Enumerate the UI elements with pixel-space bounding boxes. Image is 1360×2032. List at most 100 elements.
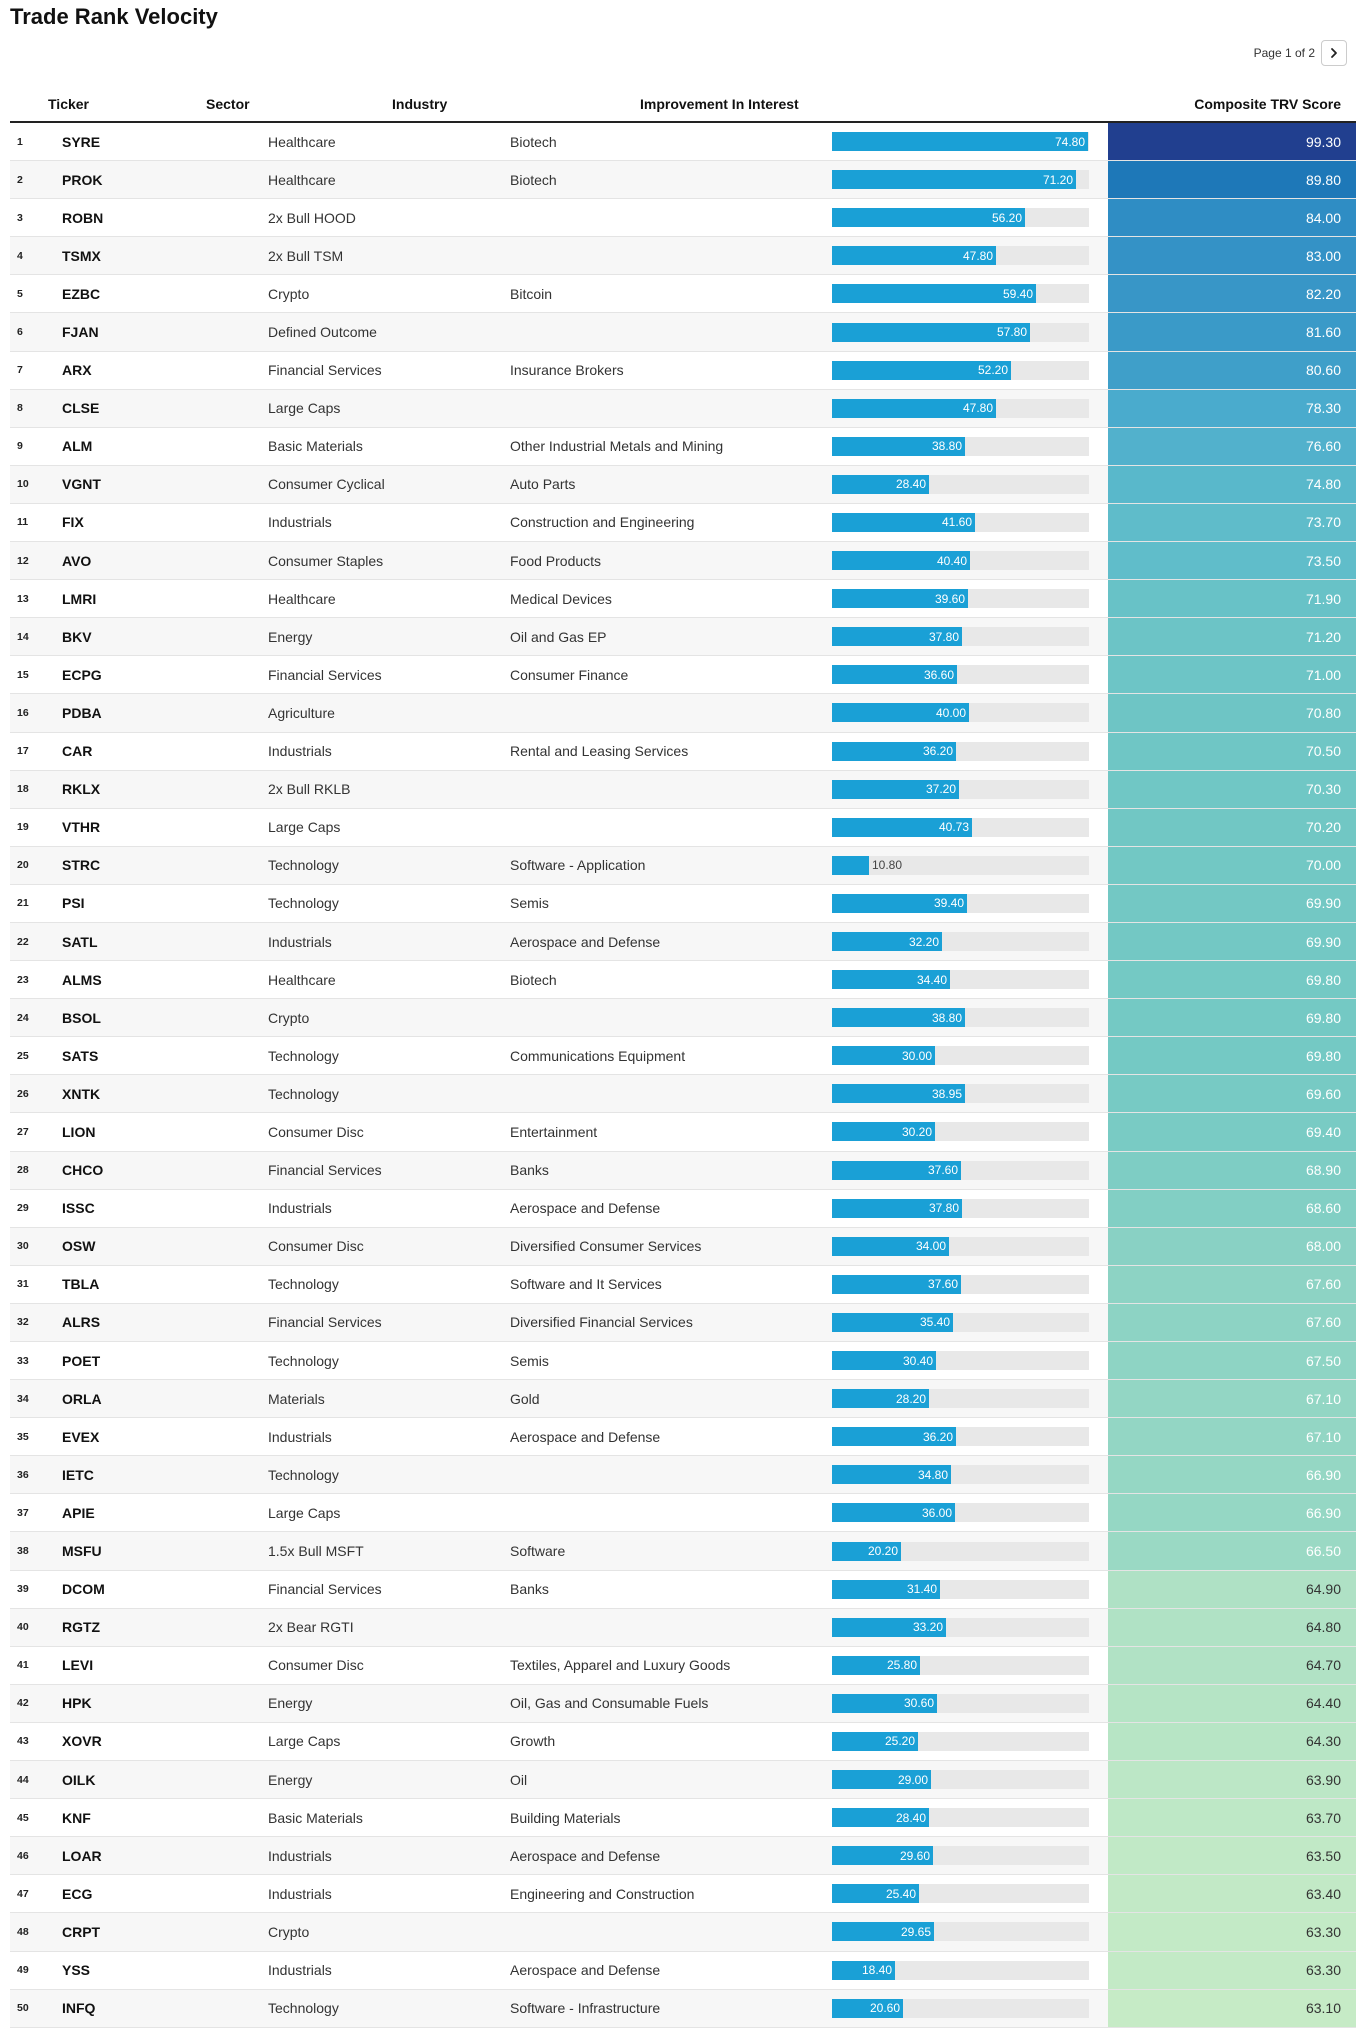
- ticker-cell[interactable]: VTHR: [62, 819, 101, 836]
- ticker-cell[interactable]: ALRS: [62, 1314, 101, 1331]
- table-row[interactable]: 40 RGTZ 2x Bear RGTI 33.20 64.80: [10, 1608, 1356, 1647]
- col-header-sector[interactable]: Sector: [206, 96, 250, 112]
- table-row[interactable]: 25 SATS Technology Communications Equipment…: [10, 1037, 1356, 1076]
- table-row[interactable]: 23 ALMS Healthcare Biotech 34.40 69.80: [10, 961, 1356, 1000]
- table-row[interactable]: 17 CAR Industrials Rental and Leasing Servi…: [10, 732, 1356, 771]
- ticker-cell[interactable]: CAR: [62, 743, 93, 760]
- ticker-cell[interactable]: ARX: [62, 362, 92, 379]
- ticker-cell[interactable]: CHCO: [62, 1162, 104, 1179]
- ticker-cell[interactable]: CLSE: [62, 400, 100, 417]
- table-row[interactable]: 19 VTHR Large Caps 40.73 70.20: [10, 808, 1356, 847]
- ticker-cell[interactable]: CRPT: [62, 1923, 101, 1940]
- table-row[interactable]: 26 XNTK Technology 38.95 69.60: [10, 1075, 1356, 1114]
- ticker-cell[interactable]: MSFU: [62, 1543, 102, 1560]
- table-row[interactable]: 42 HPK Energy Oil, Gas and Consumable Fuels…: [10, 1684, 1356, 1723]
- table-row[interactable]: 5 EZBC Crypto Bitcoin 59.40 82.20: [10, 275, 1356, 314]
- table-row[interactable]: 2 PROK Healthcare Biotech 71.20 89.80: [10, 161, 1356, 200]
- table-row[interactable]: 6 FJAN Defined Outcome 57.80 81.60: [10, 313, 1356, 352]
- ticker-cell[interactable]: LION: [62, 1123, 96, 1140]
- ticker-cell[interactable]: OSW: [62, 1238, 96, 1255]
- table-row[interactable]: 18 RKLX 2x Bull RKLB 37.20 70.30: [10, 770, 1356, 809]
- ticker-cell[interactable]: OILK: [62, 1771, 96, 1788]
- ticker-cell[interactable]: RGTZ: [62, 1619, 101, 1636]
- ticker-cell[interactable]: INFQ: [62, 2000, 96, 2017]
- next-page-button[interactable]: [1321, 40, 1347, 66]
- table-row[interactable]: 34 ORLA Materials Gold 28.20 67.10: [10, 1380, 1356, 1419]
- table-row[interactable]: 49 YSS Industrials Aerospace and Defense 18.…: [10, 1951, 1356, 1990]
- table-row[interactable]: 15 ECPG Financial Services Consumer Finance…: [10, 656, 1356, 695]
- table-row[interactable]: 4 TSMX 2x Bull TSM 47.80 83.00: [10, 237, 1356, 276]
- table-row[interactable]: 41 LEVI Consumer Disc Textiles, Apparel and…: [10, 1646, 1356, 1685]
- ticker-cell[interactable]: XNTK: [62, 1085, 101, 1102]
- ticker-cell[interactable]: EVEX: [62, 1428, 100, 1445]
- ticker-cell[interactable]: HPK: [62, 1695, 92, 1712]
- table-row[interactable]: 22 SATL Industrials Aerospace and Defense 32…: [10, 922, 1356, 962]
- table-row[interactable]: 8 CLSE Large Caps 47.80 78.30: [10, 389, 1356, 428]
- table-row[interactable]: 12 AVO Consumer Staples Food Products 40.40 7…: [10, 542, 1356, 581]
- table-row[interactable]: 3 ROBN 2x Bull HOOD 56.20 84.00: [10, 199, 1356, 238]
- ticker-cell[interactable]: DCOM: [62, 1581, 105, 1598]
- ticker-cell[interactable]: LMRI: [62, 590, 97, 607]
- ticker-cell[interactable]: FJAN: [62, 324, 99, 341]
- ticker-cell[interactable]: FIX: [62, 514, 84, 531]
- ticker-cell[interactable]: RKLX: [62, 781, 101, 798]
- ticker-cell[interactable]: STRC: [62, 857, 101, 874]
- col-header-industry[interactable]: Industry: [392, 96, 448, 112]
- table-row[interactable]: 29 ISSC Industrials Aerospace and Defense 37…: [10, 1189, 1356, 1228]
- table-row[interactable]: 30 OSW Consumer Disc Diversified Consumer S…: [10, 1227, 1356, 1266]
- col-header-ticker[interactable]: Ticker: [48, 96, 89, 112]
- ticker-cell[interactable]: PSI: [62, 895, 85, 912]
- table-row[interactable]: 10 VGNT Consumer Cyclical Auto Parts 28.40 74…: [10, 465, 1356, 504]
- table-row[interactable]: 39 DCOM Financial Services Banks 31.40 64.90: [10, 1570, 1356, 1609]
- ticker-cell[interactable]: BKV: [62, 628, 92, 645]
- ticker-cell[interactable]: KNF: [62, 1809, 91, 1826]
- col-header-score[interactable]: Composite TRV Score: [1194, 96, 1341, 112]
- ticker-cell[interactable]: XOVR: [62, 1733, 102, 1750]
- ticker-cell[interactable]: ALM: [62, 438, 93, 455]
- ticker-cell[interactable]: IETC: [62, 1466, 94, 1483]
- ticker-cell[interactable]: BSOL: [62, 1009, 101, 1026]
- ticker-cell[interactable]: ISSC: [62, 1200, 95, 1217]
- ticker-cell[interactable]: PROK: [62, 171, 103, 188]
- ticker-cell[interactable]: VGNT: [62, 476, 101, 493]
- ticker-cell[interactable]: EZBC: [62, 285, 101, 302]
- table-row[interactable]: 21 PSI Technology Semis 39.40 69.90: [10, 884, 1356, 923]
- table-row[interactable]: 43 XOVR Large Caps Growth 25.20 64.30: [10, 1722, 1356, 1762]
- table-row[interactable]: 46 LOAR Industrials Aerospace and Defense 29…: [10, 1837, 1356, 1876]
- ticker-cell[interactable]: POET: [62, 1352, 101, 1369]
- table-row[interactable]: 9 ALM Basic Materials Other Industrial Meta…: [10, 427, 1356, 466]
- table-row[interactable]: 13 LMRI Healthcare Medical Devices 39.60 71.9…: [10, 580, 1356, 619]
- ticker-cell[interactable]: TBLA: [62, 1276, 100, 1293]
- table-row[interactable]: 31 TBLA Technology Software and It Services…: [10, 1265, 1356, 1304]
- ticker-cell[interactable]: LEVI: [62, 1657, 94, 1674]
- table-row[interactable]: 16 PDBA Agriculture 40.00 70.80: [10, 694, 1356, 733]
- table-row[interactable]: 44 OILK Energy Oil 29.00 63.90: [10, 1761, 1356, 1800]
- table-row[interactable]: 50 INFQ Technology Software - Infrastructur…: [10, 1989, 1356, 2028]
- ticker-cell[interactable]: PDBA: [62, 704, 102, 721]
- table-row[interactable]: 7 ARX Financial Services Insurance Brokers 5…: [10, 351, 1356, 390]
- table-row[interactable]: 37 APIE Large Caps 36.00 66.90: [10, 1494, 1356, 1533]
- table-row[interactable]: 45 KNF Basic Materials Building Materials 28…: [10, 1799, 1356, 1838]
- table-row[interactable]: 11 FIX Industrials Construction and Enginee…: [10, 503, 1356, 543]
- table-row[interactable]: 1 SYRE Healthcare Biotech 74.80 99.30: [10, 123, 1356, 162]
- ticker-cell[interactable]: AVO: [62, 552, 92, 569]
- ticker-cell[interactable]: APIE: [62, 1504, 95, 1521]
- ticker-cell[interactable]: SATL: [62, 933, 98, 950]
- table-row[interactable]: 28 CHCO Financial Services Banks 37.60 68.90: [10, 1151, 1356, 1190]
- table-row[interactable]: 20 STRC Technology Software - Application 10…: [10, 846, 1356, 885]
- ticker-cell[interactable]: SATS: [62, 1047, 99, 1064]
- table-row[interactable]: 38 MSFU 1.5x Bull MSFT Software 20.20 66.50: [10, 1532, 1356, 1571]
- table-row[interactable]: 33 POET Technology Semis 30.40 67.50: [10, 1342, 1356, 1381]
- ticker-cell[interactable]: LOAR: [62, 1847, 102, 1864]
- table-row[interactable]: 27 LION Consumer Disc Entertainment 30.20 69.…: [10, 1113, 1356, 1152]
- ticker-cell[interactable]: ALMS: [62, 971, 102, 988]
- ticker-cell[interactable]: TSMX: [62, 247, 101, 264]
- table-row[interactable]: 47 ECG Industrials Engineering and Construc…: [10, 1875, 1356, 1914]
- ticker-cell[interactable]: ECG: [62, 1885, 93, 1902]
- ticker-cell[interactable]: ROBN: [62, 209, 104, 226]
- ticker-cell[interactable]: YSS: [62, 1962, 91, 1979]
- table-row[interactable]: 24 BSOL Crypto 38.80 69.80: [10, 999, 1356, 1038]
- table-row[interactable]: 48 CRPT Crypto 29.65 63.30: [10, 1913, 1356, 1952]
- ticker-cell[interactable]: ECPG: [62, 666, 102, 683]
- table-row[interactable]: 14 BKV Energy Oil and Gas EP 37.80 71.20: [10, 618, 1356, 657]
